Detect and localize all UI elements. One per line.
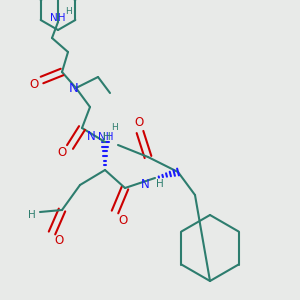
Text: O: O: [29, 79, 39, 92]
Text: H: H: [64, 8, 71, 16]
Text: NH: NH: [50, 13, 66, 23]
Text: O: O: [118, 214, 127, 226]
Text: N: N: [141, 178, 149, 190]
Text: H: H: [112, 122, 118, 131]
Text: N: N: [69, 82, 79, 94]
Text: NH: NH: [98, 132, 114, 142]
Text: O: O: [134, 116, 144, 128]
Text: O: O: [54, 235, 64, 248]
Text: H: H: [103, 132, 111, 142]
Text: O: O: [57, 146, 67, 158]
Text: N: N: [87, 130, 95, 143]
Text: H: H: [156, 179, 164, 189]
Text: H: H: [28, 210, 36, 220]
